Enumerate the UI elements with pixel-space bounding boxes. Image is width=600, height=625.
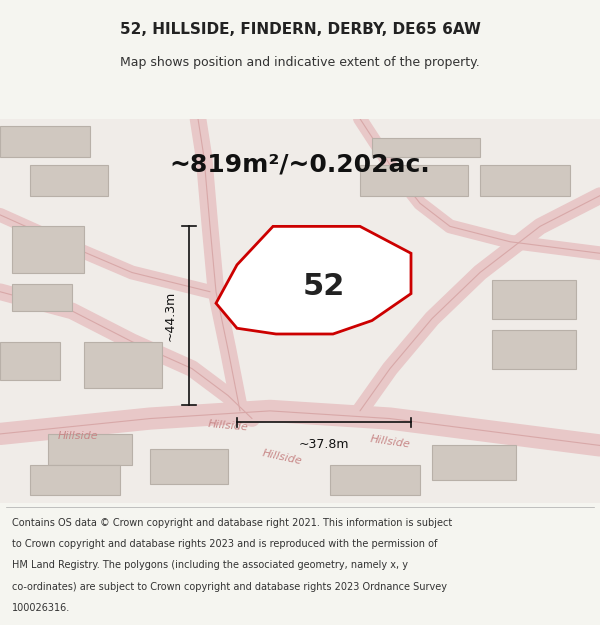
Polygon shape: [0, 342, 60, 380]
Polygon shape: [30, 165, 108, 196]
Text: ~44.3m: ~44.3m: [163, 291, 176, 341]
Polygon shape: [150, 449, 228, 484]
Polygon shape: [12, 226, 84, 272]
Polygon shape: [360, 165, 468, 196]
Text: Map shows position and indicative extent of the property.: Map shows position and indicative extent…: [120, 56, 480, 69]
Polygon shape: [480, 165, 570, 196]
Polygon shape: [216, 226, 411, 334]
Text: to Crown copyright and database rights 2023 and is reproduced with the permissio: to Crown copyright and database rights 2…: [12, 539, 437, 549]
Text: 100026316.: 100026316.: [12, 603, 70, 613]
Text: Hillside: Hillside: [261, 448, 303, 466]
Text: co-ordinates) are subject to Crown copyright and database rights 2023 Ordnance S: co-ordinates) are subject to Crown copyr…: [12, 582, 447, 592]
Polygon shape: [432, 446, 516, 480]
Polygon shape: [330, 465, 420, 496]
Polygon shape: [48, 434, 132, 465]
Text: Hillside: Hillside: [58, 431, 98, 441]
Polygon shape: [84, 342, 162, 388]
Text: ~819m²/~0.202ac.: ~819m²/~0.202ac.: [170, 153, 430, 177]
Text: HM Land Registry. The polygons (including the associated geometry, namely x, y: HM Land Registry. The polygons (includin…: [12, 561, 408, 571]
Text: ~37.8m: ~37.8m: [299, 438, 349, 451]
Polygon shape: [372, 138, 480, 157]
Polygon shape: [30, 465, 120, 496]
Polygon shape: [12, 284, 72, 311]
Polygon shape: [492, 280, 576, 319]
Polygon shape: [492, 330, 576, 369]
Text: Contains OS data © Crown copyright and database right 2021. This information is : Contains OS data © Crown copyright and d…: [12, 518, 452, 528]
Text: Hillside: Hillside: [208, 419, 248, 433]
Polygon shape: [0, 126, 90, 157]
Text: 52, HILLSIDE, FINDERN, DERBY, DE65 6AW: 52, HILLSIDE, FINDERN, DERBY, DE65 6AW: [119, 22, 481, 38]
Text: 52: 52: [302, 272, 345, 301]
Text: Hillside: Hillside: [369, 434, 411, 449]
